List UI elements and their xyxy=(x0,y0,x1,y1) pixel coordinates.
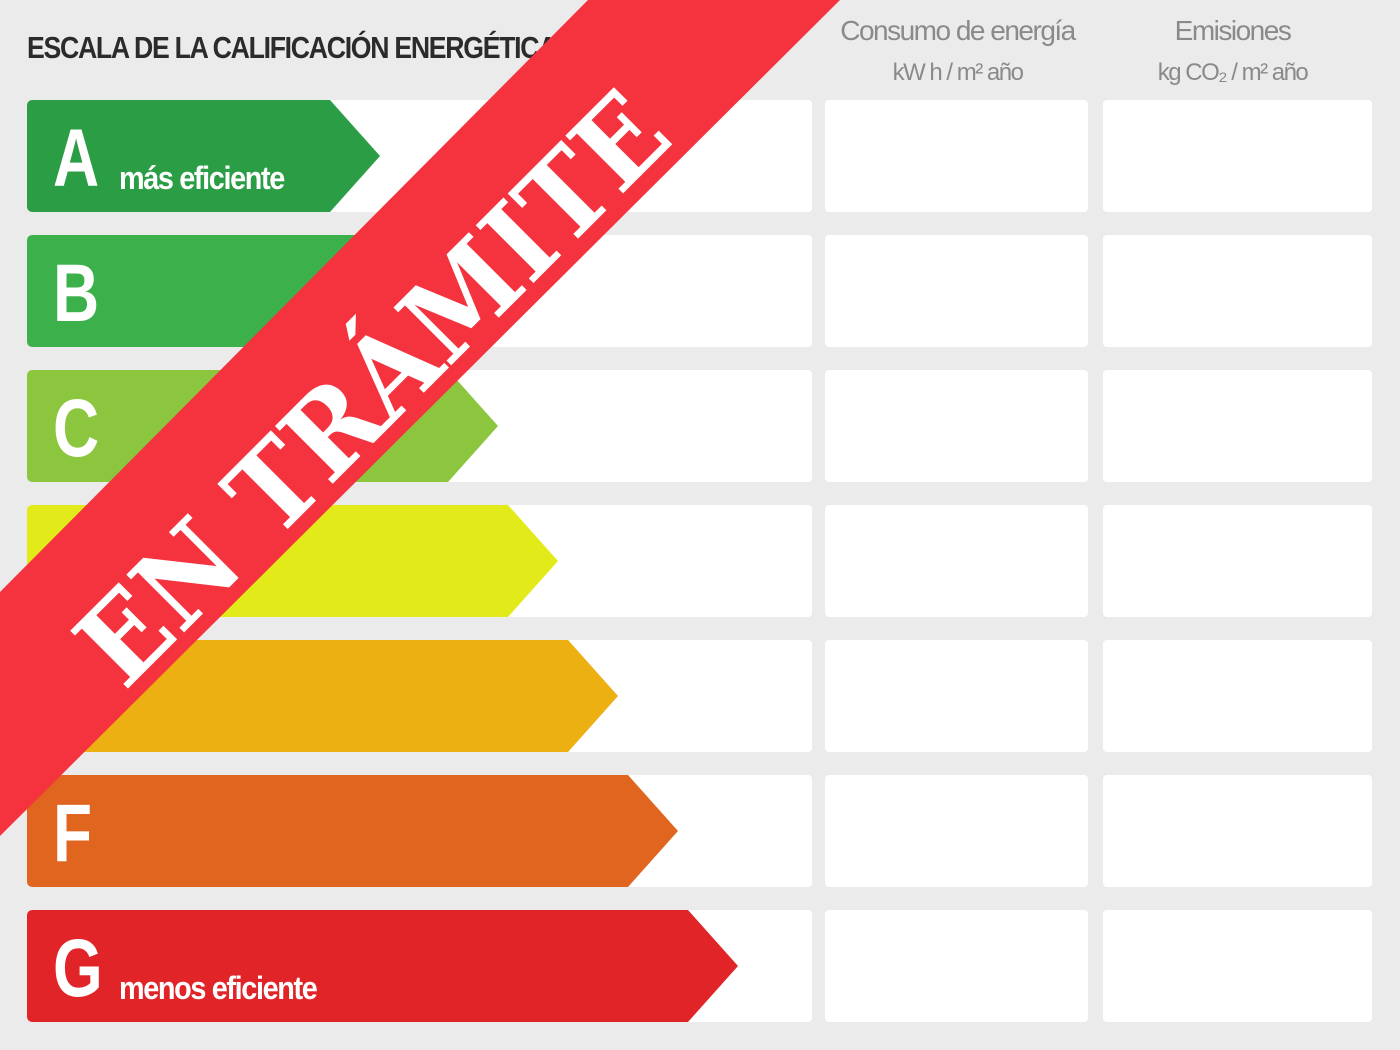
emissions-unit: kg CO₂ / m² año xyxy=(1157,59,1309,86)
rating-row-g: G menos eficiente xyxy=(27,910,1373,1022)
rating-row-f: F xyxy=(27,775,1373,887)
energy-consumption-cell xyxy=(825,235,1088,347)
rating-description: más eficiente xyxy=(119,160,285,196)
rating-letter: F xyxy=(53,788,93,879)
rating-letter: G xyxy=(53,923,103,1014)
emissions-cell xyxy=(1103,235,1372,347)
banner-band xyxy=(0,0,840,836)
rating-letter: B xyxy=(53,248,100,339)
energy-consumption-cell xyxy=(825,370,1088,482)
rating-arrow: F xyxy=(27,775,678,887)
emissions-header: Emisiones kg CO₂ / m² año xyxy=(1100,10,1365,94)
emissions-label: Emisiones xyxy=(1174,15,1292,46)
rating-letter: C xyxy=(53,383,100,474)
banner-text: EN TRÁMITE xyxy=(50,66,695,711)
rating-description: menos eficiente xyxy=(119,970,318,1006)
energy-consumption-cell xyxy=(825,640,1088,752)
energy-consumption-header: Consumo de energía kW h / m² año xyxy=(825,10,1090,94)
energy-consumption-unit: kW h / m² año xyxy=(892,59,1024,86)
rating-arrow: G menos eficiente xyxy=(27,910,738,1022)
emissions-cell xyxy=(1103,505,1372,617)
scale-title: ESCALA DE LA CALIFICACIÓN ENERGÉTICA xyxy=(27,30,558,65)
rating-bar-cell xyxy=(438,370,812,482)
emissions-cell xyxy=(1103,100,1372,212)
energy-consumption-cell xyxy=(825,505,1088,617)
emissions-cell xyxy=(1103,775,1372,887)
energy-consumption-label: Consumo de energía xyxy=(840,15,1076,46)
emissions-cell xyxy=(1103,910,1372,1022)
emissions-cell xyxy=(1103,370,1372,482)
energy-consumption-cell xyxy=(825,910,1088,1022)
emissions-cell xyxy=(1103,640,1372,752)
rating-letter: A xyxy=(53,113,100,204)
energy-consumption-cell xyxy=(825,100,1088,212)
energy-consumption-cell xyxy=(825,775,1088,887)
rating-arrow: A más eficiente xyxy=(27,100,380,212)
